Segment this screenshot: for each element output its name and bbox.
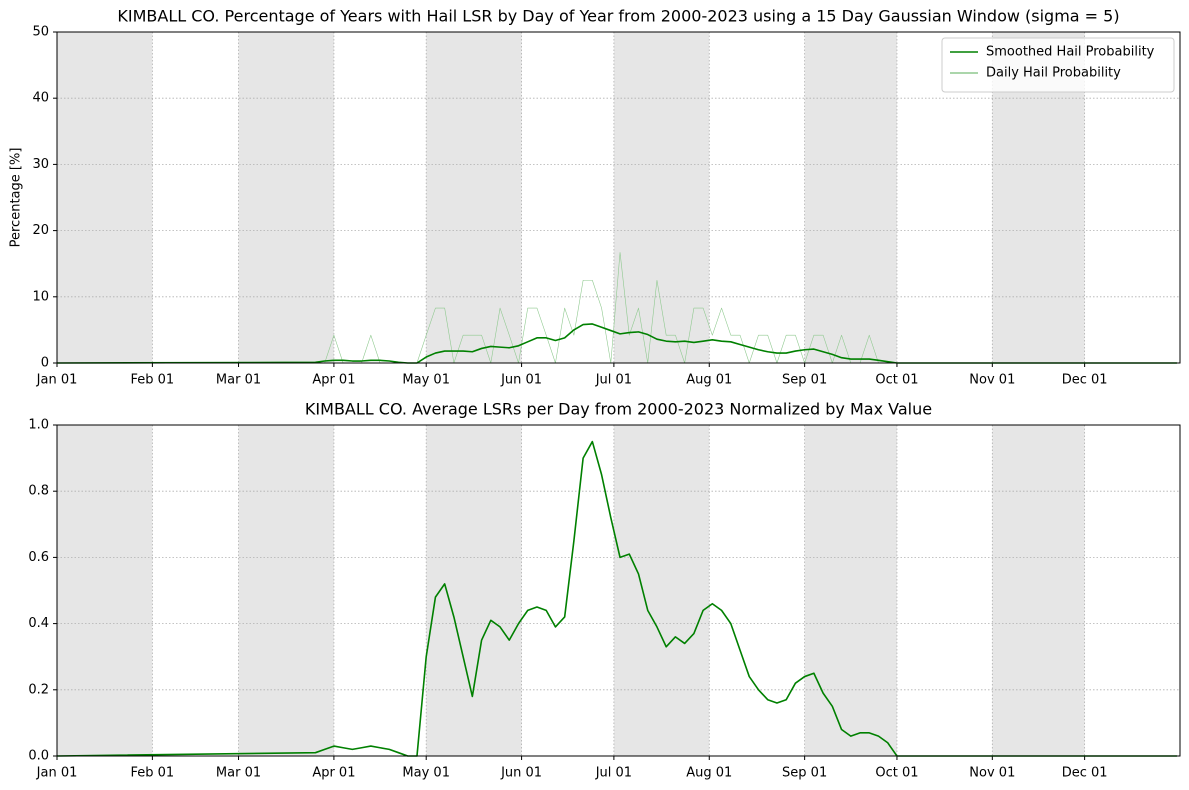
month-shade — [992, 425, 1085, 756]
y-tick-label: 0.6 — [28, 550, 49, 565]
chart-title: KIMBALL CO. Average LSRs per Day from 20… — [305, 400, 932, 419]
x-tick-label: Jul 01 — [595, 766, 632, 781]
x-tick-label: Mar 01 — [216, 373, 261, 388]
x-tick-label: Feb 01 — [131, 766, 175, 781]
y-tick-label: 40 — [32, 91, 49, 106]
x-tick-label: Feb 01 — [131, 373, 175, 388]
plot-frame — [56, 424, 1181, 757]
month-shade — [613, 32, 710, 363]
x-tick-label: Oct 01 — [875, 766, 918, 781]
y-tick-label: 20 — [32, 223, 49, 238]
y-tick-label: 0.0 — [28, 749, 49, 764]
month-shade — [57, 425, 153, 756]
plot-frame — [56, 31, 1181, 364]
x-tick-label: Dec 01 — [1062, 766, 1108, 781]
month-shade — [426, 32, 522, 363]
x-tick-label: Jun 01 — [500, 766, 542, 781]
month-shade — [613, 425, 710, 756]
month-shade — [238, 425, 334, 756]
month-shade — [426, 425, 522, 756]
x-tick-label: Dec 01 — [1062, 373, 1108, 388]
x-tick-label: Sep 01 — [782, 373, 827, 388]
y-tick-label: 1.0 — [28, 418, 49, 433]
x-tick-label: Apr 01 — [312, 766, 355, 781]
x-tick-label: Oct 01 — [875, 373, 918, 388]
month-shade — [804, 32, 897, 363]
x-tick-label: Jul 01 — [595, 373, 632, 388]
x-tick-label: Nov 01 — [969, 373, 1015, 388]
x-tick-label: May 01 — [402, 766, 450, 781]
x-tick-label: Jan 01 — [36, 373, 78, 388]
month-shade — [57, 32, 153, 363]
x-tick-label: May 01 — [402, 373, 450, 388]
x-tick-label: Mar 01 — [216, 766, 261, 781]
y-tick-label: 10 — [32, 289, 49, 304]
legend-box — [941, 37, 1175, 93]
y-tick-label: 0.8 — [28, 484, 49, 499]
y-tick-label: 50 — [32, 25, 49, 40]
x-tick-label: Jun 01 — [500, 373, 542, 388]
y-tick-label: 0.4 — [28, 616, 49, 631]
legend-label: Daily Hail Probability — [986, 66, 1121, 81]
x-tick-label: Aug 01 — [686, 766, 732, 781]
x-tick-label: Jan 01 — [36, 766, 78, 781]
legend-label: Smoothed Hail Probability — [986, 45, 1155, 60]
chart-title: KIMBALL CO. Percentage of Years with Hai… — [117, 7, 1119, 26]
y-tick-label: 0.2 — [28, 682, 49, 697]
x-tick-label: Nov 01 — [969, 766, 1015, 781]
x-tick-label: Aug 01 — [686, 373, 732, 388]
y-axis-label: Percentage [%] — [9, 148, 24, 248]
month-shade — [238, 32, 334, 363]
x-tick-label: Apr 01 — [312, 373, 355, 388]
y-tick-label: 30 — [32, 157, 49, 172]
x-tick-label: Sep 01 — [782, 766, 827, 781]
y-tick-label: 0 — [41, 356, 49, 371]
month-shade — [804, 425, 897, 756]
